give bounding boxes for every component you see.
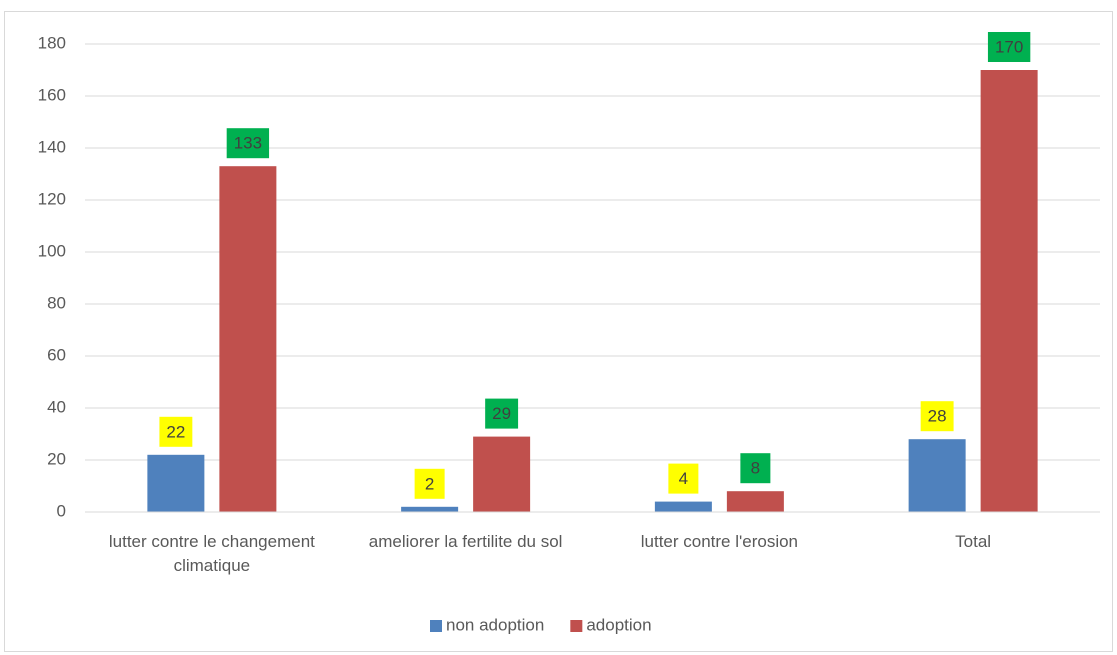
y-tick-label: 180 [38,33,66,52]
data-label: 2 [425,474,434,493]
bar [654,501,712,512]
x-tick-label: lutter contre le changement climatique [108,532,315,575]
bar [726,491,784,512]
y-tick-label: 100 [38,241,66,260]
y-tick-label: 140 [38,137,66,156]
y-tick-label: 80 [47,293,66,312]
y-tick-label: 40 [47,397,66,416]
data-label: 8 [751,459,760,478]
y-tick-label: 0 [57,501,66,520]
data-label: 29 [492,404,511,423]
bar [401,506,459,512]
data-label-bg [159,416,193,447]
bar [980,70,1038,512]
x-tick-label: lutter contre l'erosion [640,532,799,551]
data-label: 28 [928,407,947,426]
bar [908,439,966,512]
bar [219,166,277,512]
data-label-bg [987,32,1031,62]
data-label-bg [668,463,699,494]
y-tick-label: 20 [47,449,66,468]
bar [473,436,531,512]
data-label: 170 [995,37,1023,56]
data-label: 4 [679,469,688,488]
legend-swatch [430,620,442,632]
data-label-bg [485,398,519,429]
x-tick-label: Total [955,532,992,551]
legend-label: non adoption [446,615,544,634]
legend-swatch [570,620,583,632]
y-tick-label: 120 [38,189,66,208]
data-label-bg [414,468,445,499]
data-label-bg [920,401,954,432]
bar [147,454,205,512]
data-label-bg [740,453,771,484]
chart-border [4,11,1113,652]
x-tick-label: ameliorer la fertilite du sol [368,532,563,551]
y-tick-label: 60 [47,345,66,364]
data-label-bg [226,128,270,159]
legend-label: adoption [586,615,651,634]
data-label: 22 [166,422,185,441]
data-label: 133 [234,134,262,153]
y-tick-label: 160 [38,85,66,104]
